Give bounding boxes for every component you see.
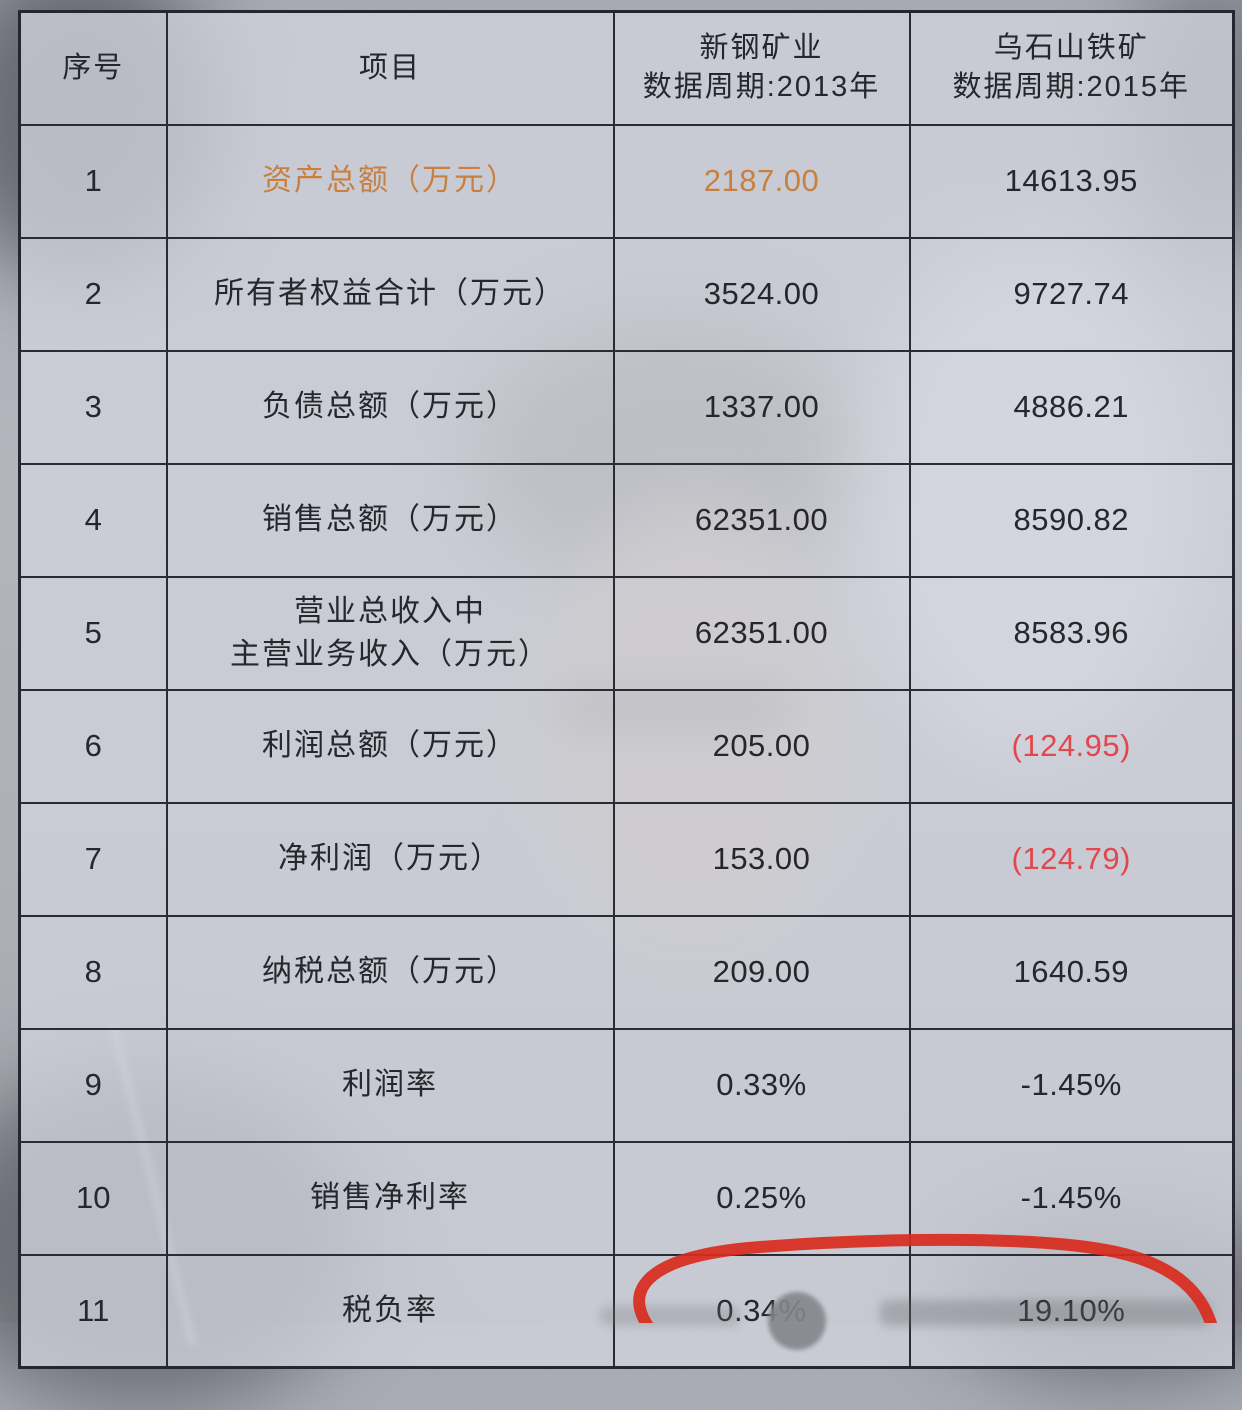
company-1-period: 数据周期:2013年 [642,71,881,104]
value-cell: 8590.82 [908,462,1235,578]
row-index-cell: 5 [18,575,168,691]
item-cell: 纳税总额（万元） [165,914,615,1030]
watermark-blob [768,1292,826,1350]
header-company-2: 乌石山铁矿 数据周期:2015年 [908,10,1235,126]
item-cell: 净利润（万元） [165,801,615,917]
table-row: 1 资产总额（万元） 2187.00 14613.95 [18,123,1235,239]
row-index-cell: 1 [18,123,168,239]
value-cell: (124.95) [908,688,1235,804]
value-cell: 0.33% [612,1027,911,1143]
value-cell: 14613.95 [908,123,1235,239]
row-index-cell: 9 [18,1027,168,1143]
item-cell: 所有者权益合计（万元） [165,236,615,352]
value-cell: 3524.00 [612,236,911,352]
item-cell: 资产总额（万元） [165,123,615,239]
value-cell: 209.00 [612,914,911,1030]
item-cell: 利润总额（万元） [165,688,615,804]
value-cell: 0.25% [612,1140,911,1256]
table-row: 2 所有者权益合计（万元） 3524.00 9727.74 [18,236,1235,352]
row-index-cell: 7 [18,801,168,917]
row-index-cell: 8 [18,914,168,1030]
table-row: 7 净利润（万元） 153.00 (124.79) [18,801,1235,917]
value-cell: 62351.00 [612,462,911,578]
watermark-text-smudge [600,1306,740,1326]
value-cell: 205.00 [612,688,911,804]
watermark-text-smudge [880,1300,1210,1326]
value-cell: 9727.74 [908,236,1235,352]
company-1-name: 新钢矿业 [699,32,824,65]
company-2-period: 数据周期:2015年 [952,71,1191,104]
item-cell: 利润率 [165,1027,615,1143]
row-index-cell: 3 [18,349,168,465]
header-item: 项目 [165,10,615,126]
company-2-name: 乌石山铁矿 [993,32,1149,65]
item-line-2: 主营业务收入（万元） [230,638,550,671]
item-line-1: 营业总收入中 [294,594,486,628]
value-cell: -1.45% [908,1027,1235,1143]
row-index-cell: 2 [18,236,168,352]
value-cell: 153.00 [612,801,911,917]
value-cell: (124.79) [908,801,1235,917]
item-cell: 营业总收入中 主营业务收入（万元） [165,575,615,691]
row-index-cell: 11 [18,1253,168,1369]
item-cell: 负债总额（万元） [165,349,615,465]
item-cell: 税负率 [165,1253,615,1369]
table-row: 3 负债总额（万元） 1337.00 4886.21 [18,349,1235,465]
table-row: 10 销售净利率 0.25% -1.45% [18,1140,1235,1256]
header-index: 序号 [18,10,168,126]
table-row: 5 营业总收入中 主营业务收入（万元） 62351.00 8583.96 [18,575,1235,691]
table-row: 6 利润总额（万元） 205.00 (124.95) [18,688,1235,804]
row-index-cell: 6 [18,688,168,804]
value-cell: 2187.00 [612,123,911,239]
table-row: 4 销售总额（万元） 62351.00 8590.82 [18,462,1235,578]
row-index-cell: 4 [18,462,168,578]
header-row: 序号 项目 新钢矿业 数据周期:2013年 乌石山铁矿 数据周期:2015年 [18,10,1235,126]
table-row: 8 纳税总额（万元） 209.00 1640.59 [18,914,1235,1030]
item-cell: 销售总额（万元） [165,462,615,578]
header-company-1: 新钢矿业 数据周期:2013年 [612,10,911,126]
value-cell: 1337.00 [612,349,911,465]
value-cell: 62351.00 [612,575,911,691]
table-row: 9 利润率 0.33% -1.45% [18,1027,1235,1143]
row-index-cell: 10 [18,1140,168,1256]
value-cell: 8583.96 [908,575,1235,691]
value-cell: 1640.59 [908,914,1235,1030]
comparison-table: 序号 项目 新钢矿业 数据周期:2013年 乌石山铁矿 数据周期:2015年 1… [18,10,1235,1369]
value-cell: 4886.21 [908,349,1235,465]
item-cell: 销售净利率 [165,1140,615,1256]
value-cell: -1.45% [908,1140,1235,1256]
